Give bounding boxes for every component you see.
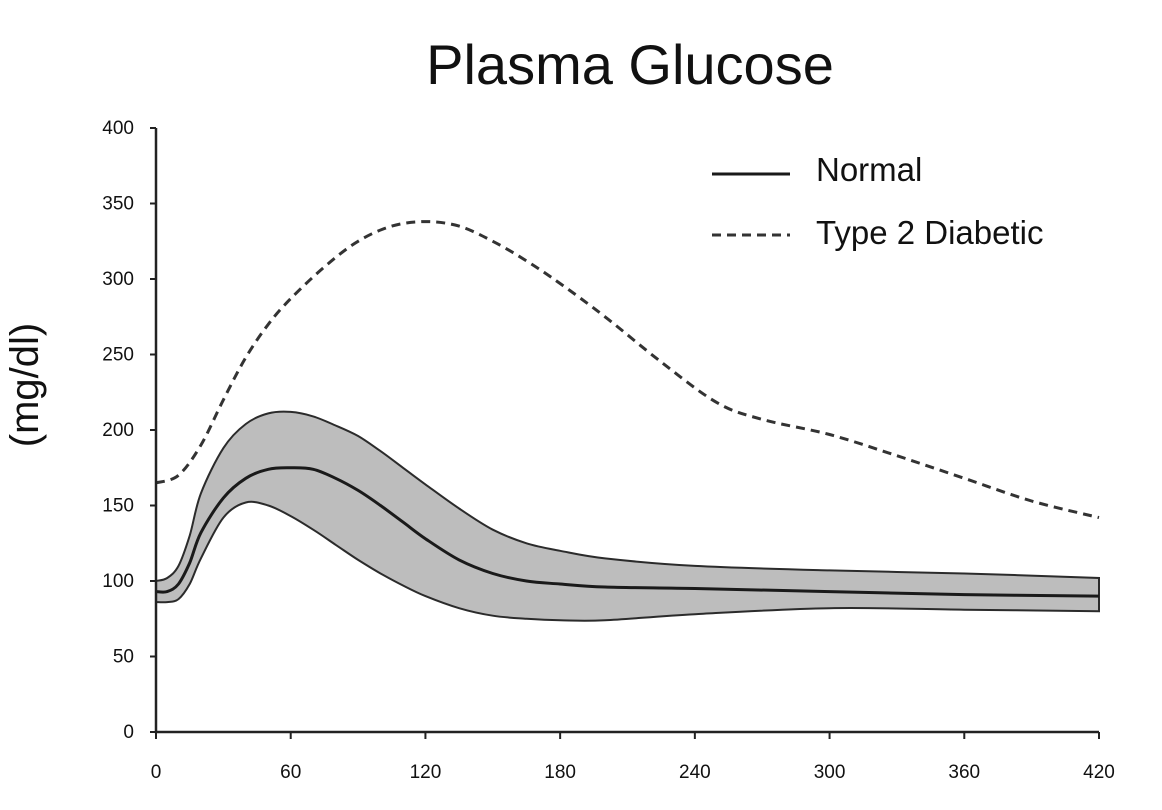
x-tick-label: 420 bbox=[1083, 762, 1115, 783]
x-axis-ticks: 0 60 120 180 240 300 360 420 bbox=[151, 732, 1115, 783]
y-tick-label: 250 bbox=[102, 345, 134, 366]
y-axis-ticks: 0 50 100 150 200 250 300 350 400 bbox=[102, 118, 156, 743]
x-tick-label: 60 bbox=[280, 762, 301, 783]
y-tick-label: 300 bbox=[102, 269, 134, 290]
legend-diabetic-label: Type 2 Diabetic bbox=[816, 214, 1043, 251]
y-tick-label: 50 bbox=[113, 647, 134, 668]
x-tick-label: 360 bbox=[948, 762, 980, 783]
x-tick-label: 180 bbox=[544, 762, 576, 783]
y-tick-label: 200 bbox=[102, 420, 134, 441]
y-tick-label: 150 bbox=[102, 496, 134, 517]
x-tick-label: 300 bbox=[814, 762, 846, 783]
chart-title: Plasma Glucose bbox=[426, 33, 834, 96]
y-axis-label: (mg/dl) bbox=[3, 323, 47, 447]
series-group bbox=[155, 220, 1100, 598]
type2-diabetic-line bbox=[155, 220, 1100, 520]
y-tick-label: 100 bbox=[102, 571, 134, 592]
y-tick-label: 400 bbox=[102, 118, 134, 139]
y-tick-label: 0 bbox=[123, 722, 134, 743]
x-tick-label: 240 bbox=[679, 762, 711, 783]
x-tick-label: 120 bbox=[410, 762, 442, 783]
y-tick-label: 350 bbox=[102, 194, 134, 215]
legend-normal-label: Normal bbox=[816, 151, 922, 188]
normal-range-band bbox=[155, 410, 1100, 622]
legend: Normal Type 2 Diabetic bbox=[712, 151, 1043, 251]
x-tick-label: 0 bbox=[151, 762, 162, 783]
normal-range-band-group bbox=[155, 410, 1100, 622]
normal-line bbox=[155, 466, 1100, 598]
